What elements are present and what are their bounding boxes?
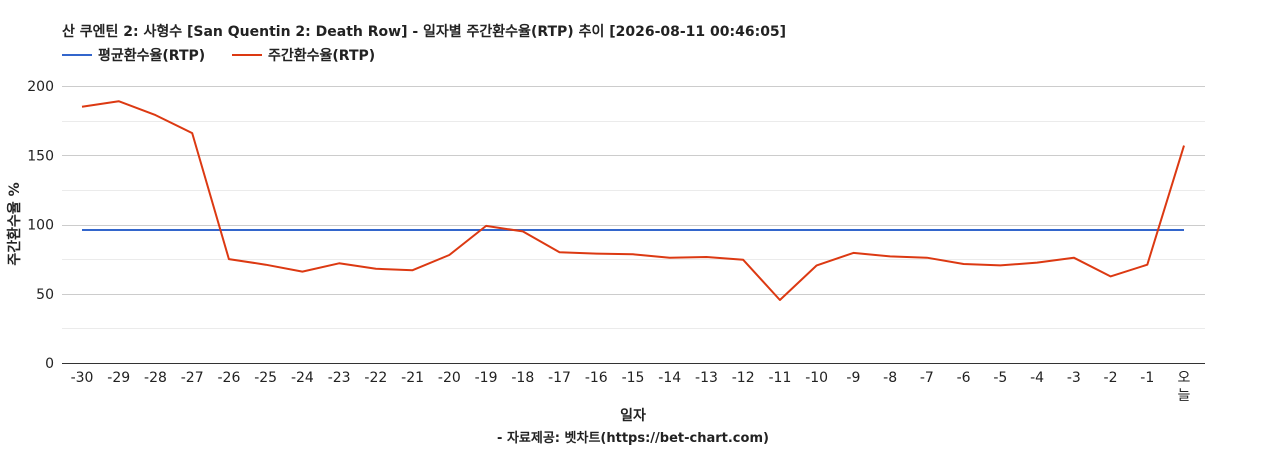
x-tick-label: -15: [622, 370, 645, 386]
x-tick-label: -21: [401, 370, 424, 386]
x-tick-label: -26: [217, 370, 240, 386]
legend-label-average: 평균환수율(RTP): [98, 47, 205, 64]
x-tick-label: -13: [695, 370, 718, 386]
legend-item-average[interactable]: 평균환수율(RTP): [62, 47, 205, 64]
series-line-weekly[interactable]: [81, 100, 1185, 301]
y-tick-label: 200: [27, 79, 54, 95]
x-tick-label: -4: [1030, 370, 1044, 386]
gridlines: [62, 86, 1205, 329]
x-tick-label: -5: [993, 370, 1007, 386]
legend-label-weekly: 주간환수율(RTP): [268, 47, 375, 64]
x-tick-label: -19: [475, 370, 498, 386]
x-tick-label: -20: [438, 370, 461, 386]
x-tick-label: -16: [585, 370, 608, 386]
y-tick-label: 100: [27, 218, 54, 234]
x-tick-label: -9: [846, 370, 860, 386]
x-tick-label: -29: [107, 370, 130, 386]
x-tick-label: -7: [920, 370, 934, 386]
x-tick-label: -17: [548, 370, 571, 386]
y-tick-label: 0: [45, 356, 54, 372]
x-tick-label: -1: [1140, 370, 1154, 386]
y-axis-title: 주간환수율 %: [6, 182, 23, 265]
x-tick-label: -10: [805, 370, 828, 386]
x-tick-label: -2: [1104, 370, 1118, 386]
x-tick-label: -24: [291, 370, 314, 386]
legend[interactable]: 평균환수율(RTP) 주간환수율(RTP): [62, 47, 375, 64]
legend-item-weekly[interactable]: 주간환수율(RTP): [232, 47, 375, 64]
x-tick-label: -18: [511, 370, 534, 386]
chart-title: 산 쿠엔틴 2: 사형수 [San Quentin 2: Death Row] …: [62, 23, 786, 40]
x-axis-title: 일자: [620, 408, 646, 424]
x-tick-label: -30: [71, 370, 94, 386]
x-tick-label: -6: [957, 370, 971, 386]
x-tick-label: -11: [768, 370, 791, 386]
x-tick-label: -12: [732, 370, 755, 386]
x-tick-label: -25: [254, 370, 277, 386]
series-lines: [81, 100, 1185, 301]
y-tick-label: 50: [36, 287, 54, 303]
y-axis-ticks: 0 50 100 150 200: [27, 79, 54, 372]
x-tick-label: -8: [883, 370, 897, 386]
source-credit: - 자료제공: 벳차트(https://bet-chart.com): [497, 430, 769, 446]
x-tick-label: -28: [144, 370, 167, 386]
x-tick-label: -14: [658, 370, 681, 386]
x-tick-label: -3: [1067, 370, 1081, 386]
y-tick-label: 150: [27, 148, 54, 164]
x-axis-ticks: -30 -29 -28 -27 -26 -25 -24 -23 -22 -21 -20 -19 -18-…: [71, 370, 1191, 404]
x-tick-label: -22: [364, 370, 387, 386]
x-tick-label: -23: [328, 370, 351, 386]
x-tick-label: -27: [181, 370, 204, 386]
